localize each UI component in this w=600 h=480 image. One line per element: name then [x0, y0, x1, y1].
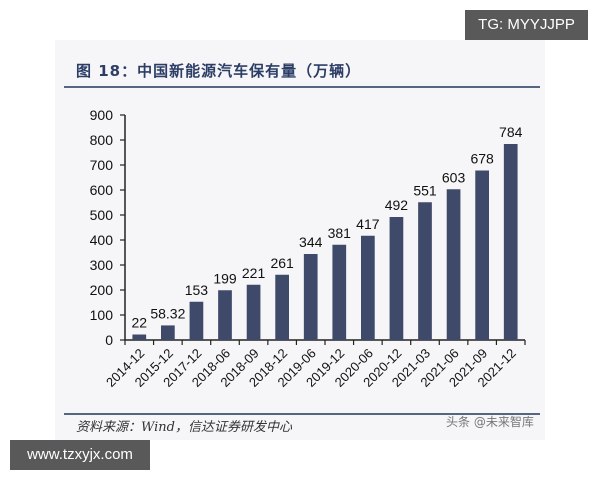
y-tick-label: 600: [90, 182, 114, 198]
bar: [303, 254, 318, 340]
bar: [503, 144, 518, 340]
bar-value-label: 199: [213, 270, 237, 286]
watermark-bottom-right: 头条 @未来智库: [446, 415, 534, 429]
y-tick-label: 300: [90, 257, 114, 273]
bar: [446, 189, 461, 340]
bar-value-label: 261: [270, 255, 294, 271]
bar-value-label: 153: [185, 282, 209, 298]
bar: [361, 235, 375, 340]
bar-value-label: 22: [131, 315, 147, 331]
y-tick-label: 800: [90, 132, 114, 148]
bar: [161, 325, 175, 340]
bar-value-label: 603: [442, 169, 466, 185]
bar-value-label: 221: [242, 265, 266, 281]
bar-value-label: 784: [499, 124, 523, 140]
figure-title: 图 18：中国新能源汽车保有量（万辆）: [76, 62, 362, 80]
y-tick-label: 0: [105, 332, 113, 348]
bar: [332, 244, 347, 340]
bar-value-label: 58.32: [150, 305, 185, 321]
y-tick-label: 700: [90, 157, 114, 173]
y-tick-label: 100: [90, 307, 114, 323]
bar-value-label: 678: [470, 151, 494, 167]
y-tick-label: 900: [90, 107, 114, 123]
bar-value-label: 551: [413, 182, 437, 198]
bar: [275, 274, 289, 340]
bar: [189, 301, 204, 340]
y-tick-label: 200: [90, 282, 114, 298]
bar: [418, 202, 432, 340]
y-tick-label: 400: [90, 232, 114, 248]
bar: [389, 217, 404, 340]
source-note: 资料来源：Wind，信达证券研发中心: [76, 420, 292, 435]
source-divider: [64, 413, 540, 415]
bar: [218, 290, 232, 340]
title-divider: [64, 86, 540, 88]
watermark-top-right: TG: MYYJJPP: [465, 10, 588, 40]
y-tick-label: 500: [90, 207, 114, 223]
bar-value-label: 417: [356, 216, 380, 232]
watermark-bottom-left: www.tzxyjx.com: [10, 440, 150, 470]
bar-value-label: 344: [299, 234, 323, 250]
bar: [132, 334, 147, 340]
chart-card: [55, 40, 545, 440]
bar-value-label: 492: [385, 197, 409, 213]
bar: [475, 170, 489, 340]
bar: [246, 284, 261, 340]
bar-value-label: 381: [328, 225, 352, 241]
